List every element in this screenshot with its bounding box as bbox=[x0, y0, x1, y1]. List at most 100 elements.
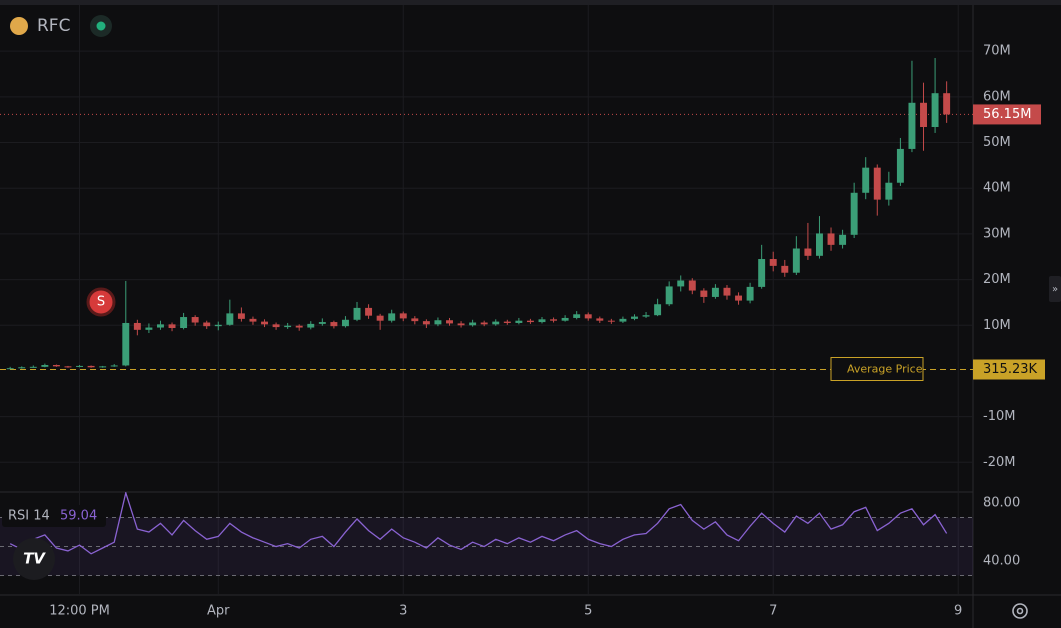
candle-body bbox=[295, 325, 303, 328]
average-price-value: 315.23K bbox=[983, 362, 1037, 377]
candle-body bbox=[561, 317, 569, 321]
candle-body bbox=[792, 248, 800, 273]
side-tab[interactable] bbox=[1049, 276, 1061, 302]
x-tick-label: 9 bbox=[954, 604, 962, 619]
candle-body bbox=[503, 321, 511, 323]
candle-body bbox=[607, 320, 615, 322]
candle-body bbox=[723, 287, 731, 296]
tv-logo-mark: 𝙏𝙑 bbox=[23, 550, 46, 568]
settings-icon[interactable] bbox=[1012, 603, 1028, 619]
candle-body bbox=[284, 325, 292, 328]
candle-body bbox=[711, 287, 719, 297]
candle-body bbox=[29, 366, 37, 368]
x-tick-label: 12:00 PM bbox=[49, 604, 110, 619]
tv-logo[interactable] bbox=[13, 538, 55, 580]
candle-body bbox=[758, 259, 766, 287]
candle-body bbox=[526, 320, 534, 323]
candle-body bbox=[191, 317, 199, 323]
y-tick-label: 40M bbox=[983, 181, 1011, 196]
candle-body bbox=[896, 148, 904, 183]
y-tick-label: 20M bbox=[983, 272, 1011, 287]
top-border bbox=[0, 0, 1061, 5]
candle-body bbox=[330, 322, 338, 327]
candle-body bbox=[168, 324, 176, 328]
candle-body bbox=[804, 248, 812, 256]
candle-body bbox=[76, 365, 84, 367]
candle-body bbox=[133, 322, 141, 330]
candle-body bbox=[457, 323, 465, 326]
x-tick-label: 3 bbox=[399, 604, 407, 619]
gear-core[interactable] bbox=[1016, 607, 1024, 615]
candle-body bbox=[492, 321, 500, 325]
candle-body bbox=[943, 93, 951, 115]
candle-body bbox=[145, 327, 153, 330]
candle-body bbox=[596, 318, 604, 321]
candle-body bbox=[480, 322, 488, 325]
average-price-name: Average Price bbox=[847, 363, 923, 376]
x-tick-label: 7 bbox=[769, 604, 777, 619]
candle-body bbox=[318, 322, 326, 324]
rsi-name[interactable]: RSI 14 bbox=[8, 509, 50, 524]
candle-body bbox=[226, 313, 234, 325]
average-price-tag bbox=[830, 357, 924, 382]
candle-body bbox=[700, 290, 708, 297]
candle-body bbox=[6, 368, 14, 370]
candle-body bbox=[87, 365, 95, 368]
candle-body bbox=[839, 234, 847, 245]
rsi-tick-label: 80.00 bbox=[983, 496, 1020, 511]
y-tick-label: 10M bbox=[983, 318, 1011, 333]
candle-body bbox=[815, 233, 823, 256]
symbol-logo[interactable] bbox=[10, 17, 28, 35]
rsi-line bbox=[9, 492, 948, 555]
candle-body bbox=[180, 317, 188, 328]
gear-ring[interactable] bbox=[1012, 603, 1028, 619]
last-price-label: 56.15M bbox=[983, 107, 1031, 122]
candle-body bbox=[538, 319, 546, 323]
candle-body bbox=[249, 318, 257, 322]
candle-body bbox=[272, 324, 280, 328]
candle-body bbox=[122, 322, 130, 366]
candle-body bbox=[399, 313, 407, 319]
candle-body bbox=[873, 167, 881, 200]
candle-body bbox=[353, 307, 361, 320]
side-tab-icon[interactable]: » bbox=[1052, 284, 1058, 295]
sell-marker[interactable] bbox=[86, 287, 116, 317]
candle-body bbox=[769, 259, 777, 266]
x-tick-label: 5 bbox=[584, 604, 592, 619]
x-tick-label: Apr bbox=[207, 604, 230, 619]
candle-body bbox=[642, 315, 650, 317]
candle-body bbox=[388, 313, 396, 321]
candle-body bbox=[99, 366, 107, 368]
candle-body bbox=[422, 321, 430, 325]
candle-body bbox=[746, 286, 754, 301]
y-tick-label: -10M bbox=[983, 409, 1015, 424]
candle-body bbox=[261, 321, 268, 325]
candle-body bbox=[18, 367, 26, 369]
rsi-value: 59.04 bbox=[60, 509, 97, 524]
y-tick-label: 70M bbox=[983, 44, 1011, 59]
candle-body bbox=[446, 320, 453, 324]
symbol[interactable]: RFC bbox=[37, 16, 70, 36]
candle-body bbox=[237, 313, 245, 319]
candle-body bbox=[434, 320, 442, 325]
candle-body bbox=[862, 167, 870, 193]
candle-body bbox=[665, 286, 673, 305]
candle-body bbox=[584, 314, 592, 319]
candle-body bbox=[411, 318, 419, 322]
y-tick-label: 50M bbox=[983, 135, 1011, 150]
candle-body bbox=[341, 319, 349, 327]
candle-body bbox=[515, 320, 523, 323]
candle-body bbox=[735, 295, 743, 301]
candle-body bbox=[157, 324, 164, 328]
candle-body bbox=[41, 365, 49, 367]
candle-body bbox=[365, 307, 373, 316]
candle-body bbox=[110, 365, 118, 367]
candle-body bbox=[781, 265, 789, 273]
y-tick-label: 60M bbox=[983, 89, 1011, 104]
candle-body bbox=[619, 318, 627, 322]
rsi-legend-bg bbox=[2, 505, 106, 527]
sell-marker-label[interactable]: S bbox=[97, 295, 105, 310]
last-price-box bbox=[973, 104, 1041, 125]
